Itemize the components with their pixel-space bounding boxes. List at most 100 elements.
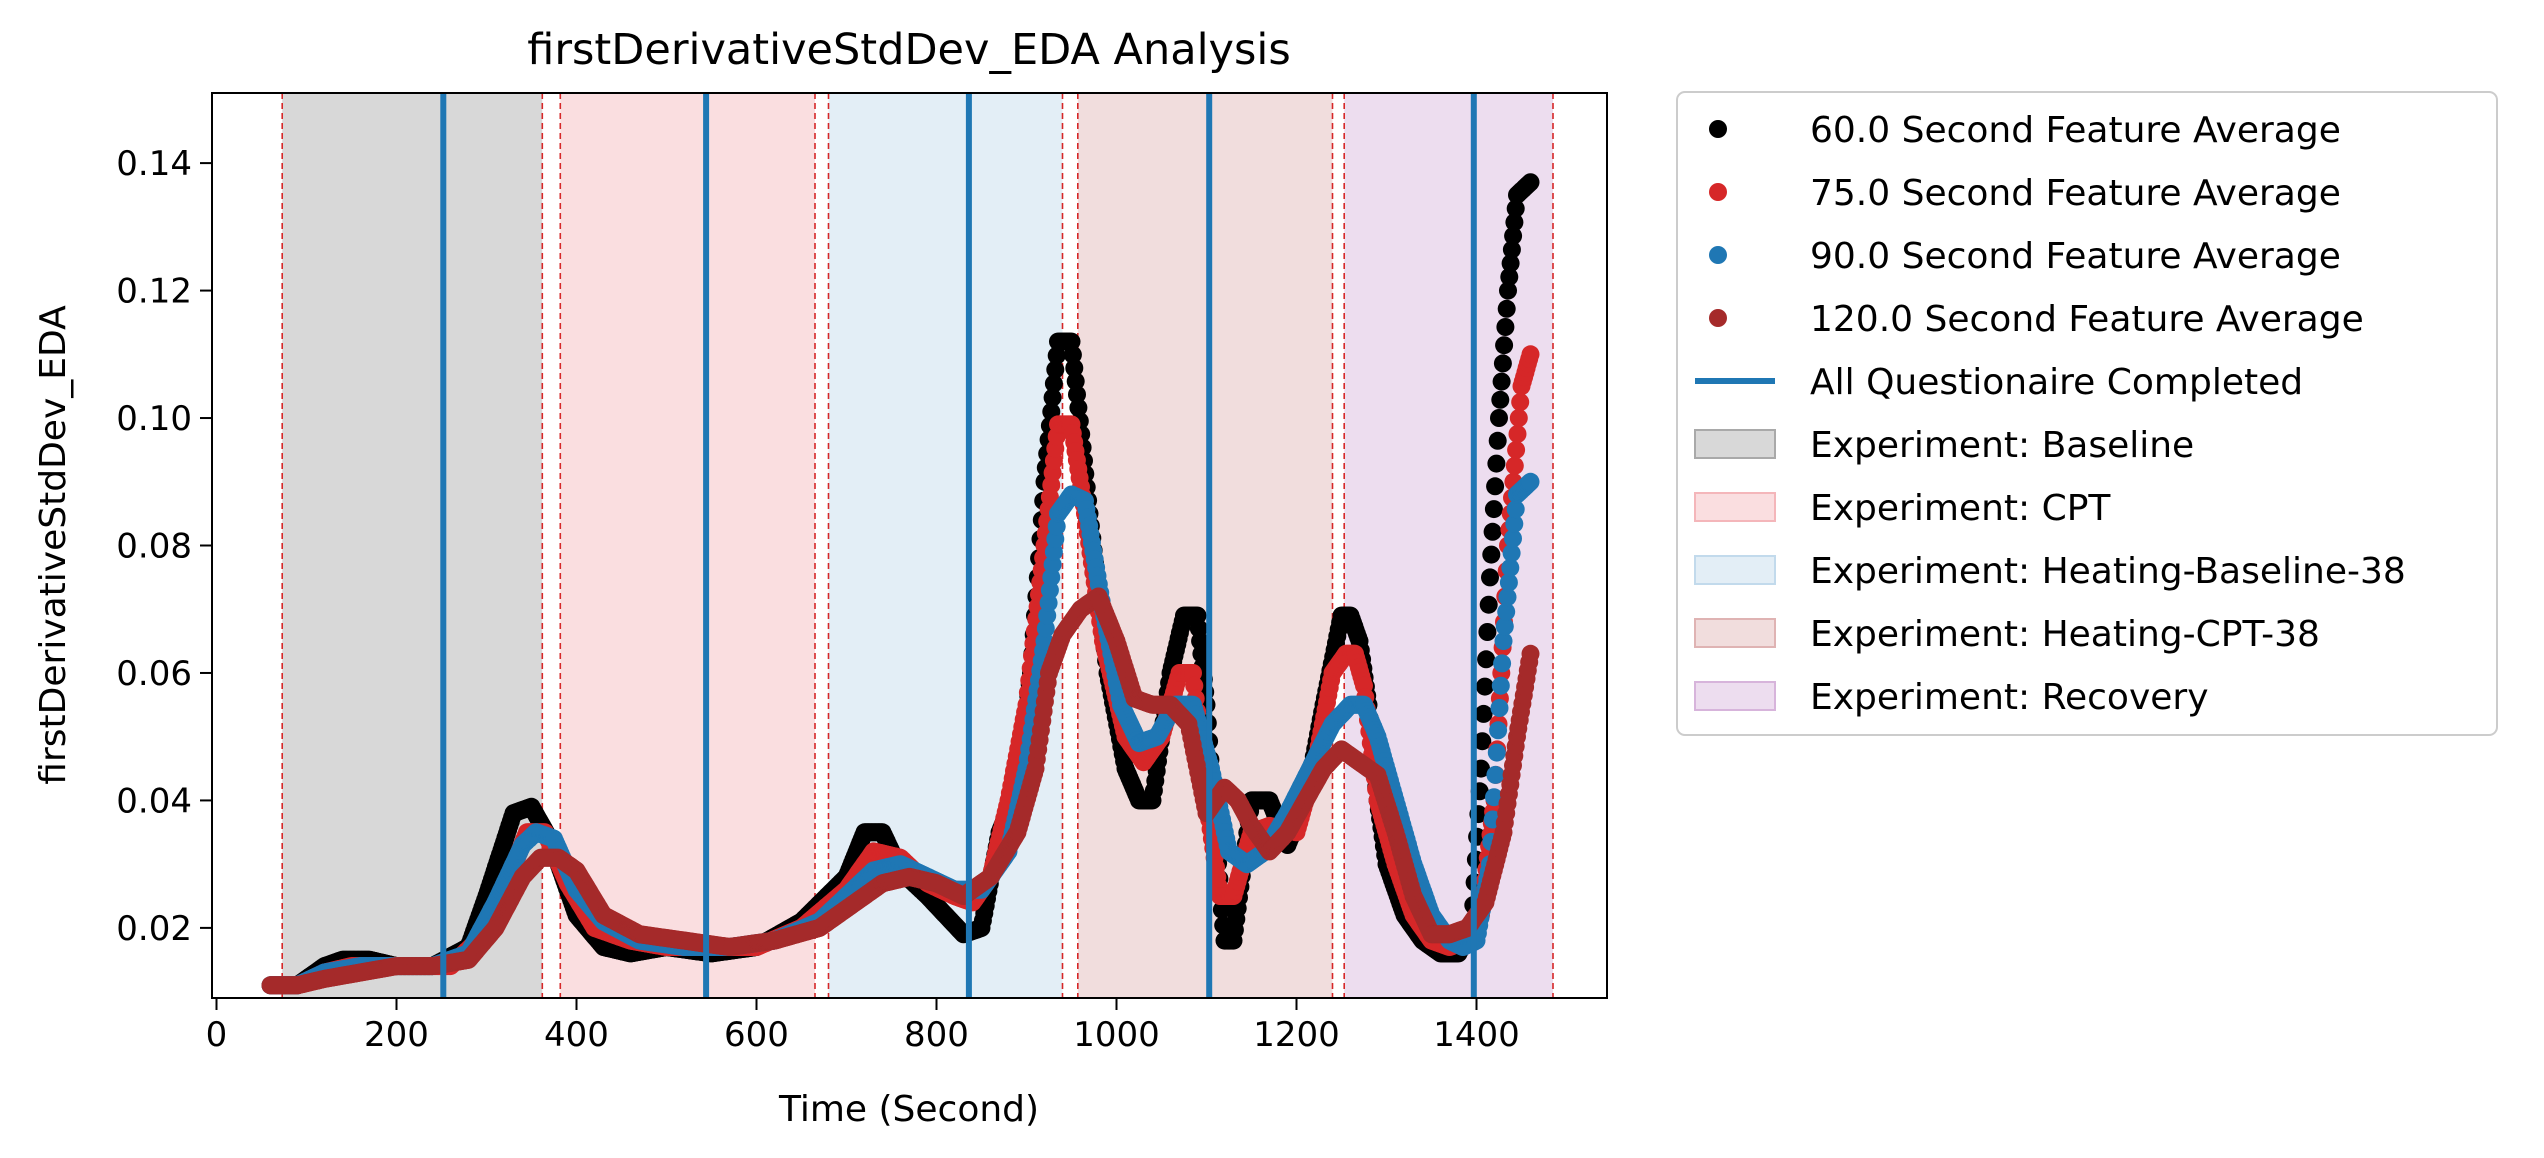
- series-group: [261, 587, 1540, 995]
- data-point: [1499, 573, 1518, 592]
- chart-title: firstDerivativeStdDev_EDA Analysis: [527, 25, 1290, 75]
- data-point: [1494, 632, 1513, 651]
- data-point: [1508, 425, 1527, 443]
- x-tick-label: 200: [364, 1015, 429, 1055]
- data-point: [1502, 544, 1521, 563]
- legend-entry-label: Experiment: CPT: [1810, 488, 2111, 529]
- legend-frame: [1676, 91, 2498, 736]
- legend-entry-label: Experiment: Baseline: [1810, 425, 2194, 466]
- y-tick-label: 0.12: [116, 272, 192, 312]
- data-point: [1490, 699, 1509, 717]
- data-point: [1504, 529, 1522, 548]
- y-axis-ticks: 0.02 0.04 0.06 0.08 0.10 0.12 0.14: [116, 144, 212, 949]
- data-point: [1493, 654, 1512, 673]
- legend-marker-dot: [1709, 183, 1727, 201]
- data-point: [1065, 359, 1084, 377]
- y-tick-label: 0.02: [116, 909, 192, 949]
- data-point: [1507, 440, 1526, 459]
- data-point: [1509, 409, 1528, 427]
- x-tick-label: 800: [904, 1015, 969, 1055]
- data-point: [1485, 788, 1503, 807]
- data-point: [1521, 345, 1540, 364]
- y-tick-label: 0.14: [116, 144, 192, 184]
- y-tick-label: 0.08: [116, 527, 192, 567]
- data-point: [1491, 390, 1510, 409]
- phase-span: [560, 93, 815, 998]
- data-point: [1521, 644, 1540, 663]
- legend: 60.0 Second Feature Average 75.0 Second F…: [1676, 91, 2498, 736]
- data-point: [1506, 500, 1525, 519]
- phase-span: [1077, 93, 1333, 998]
- x-axis-ticks: 0 200 400 600 800 1000 1200 1400: [206, 998, 1520, 1055]
- legend-entry-label: 120.0 Second Feature Average: [1810, 299, 2364, 340]
- data-point: [1495, 617, 1514, 636]
- data-point: [1069, 398, 1088, 417]
- data-point: [1474, 704, 1493, 723]
- data-point: [1500, 267, 1519, 286]
- legend-marker-dot: [1709, 120, 1727, 138]
- data-point: [1478, 623, 1497, 641]
- data-point: [1505, 514, 1524, 533]
- legend-marker-patch: [1694, 429, 1776, 459]
- data-point: [1046, 360, 1065, 379]
- phase-span: [1344, 93, 1553, 998]
- legend-entry-label: Experiment: Heating-CPT-38: [1810, 614, 2320, 655]
- data-point: [1492, 372, 1511, 391]
- data-point: [1496, 318, 1515, 336]
- questionnaire-lines: [440, 93, 1477, 998]
- phase-boundaries: [281, 93, 1554, 998]
- data-point: [1499, 281, 1517, 300]
- data-point: [1484, 500, 1503, 519]
- data-point: [1068, 385, 1086, 404]
- data-point: [1066, 372, 1085, 391]
- x-tick-label: 0: [206, 1015, 228, 1055]
- data-point: [1487, 743, 1506, 762]
- data-point: [1212, 900, 1231, 919]
- data-point: [1501, 254, 1520, 273]
- data-point: [1490, 409, 1508, 427]
- data-point: [1482, 545, 1501, 564]
- y-tick-label: 0.06: [116, 654, 192, 694]
- data-point: [1497, 602, 1516, 621]
- data-point: [1521, 472, 1540, 491]
- data-series: [261, 173, 1540, 995]
- legend-entry-label: All Questionaire Completed: [1810, 362, 2303, 403]
- data-point: [1477, 650, 1496, 669]
- data-point: [1493, 354, 1512, 373]
- data-point: [1505, 456, 1524, 475]
- data-point: [1047, 346, 1066, 365]
- data-point: [1483, 522, 1502, 541]
- data-point: [1505, 213, 1524, 232]
- data-point: [1501, 558, 1520, 577]
- data-point: [1481, 568, 1499, 587]
- x-tick-label: 600: [724, 1015, 789, 1055]
- data-point: [1511, 393, 1530, 412]
- data-point: [1486, 477, 1505, 496]
- legend-marker-dot: [1709, 309, 1727, 327]
- data-point: [1487, 454, 1506, 473]
- legend-entry-label: Experiment: Recovery: [1810, 677, 2209, 718]
- data-point: [1521, 173, 1540, 192]
- legend-marker-dot: [1709, 246, 1727, 264]
- legend-marker-patch: [1694, 618, 1776, 648]
- data-point: [1491, 676, 1510, 695]
- data-point: [1062, 332, 1081, 351]
- data-point: [1502, 240, 1521, 259]
- data-point: [1506, 199, 1525, 218]
- data-point: [1497, 299, 1516, 318]
- y-axis-label: firstDerivativeStdDev_EDA: [33, 305, 74, 785]
- x-tick-label: 1400: [1433, 1015, 1520, 1055]
- y-tick-label: 0.04: [116, 781, 192, 821]
- x-tick-label: 1200: [1253, 1015, 1340, 1055]
- data-point: [1486, 765, 1505, 784]
- data-point: [1498, 588, 1517, 607]
- data-point: [1488, 431, 1507, 450]
- data-point: [1473, 732, 1492, 751]
- data-point: [1475, 677, 1494, 696]
- x-axis-label: Time (Second): [778, 1089, 1039, 1130]
- legend-entry-label: 60.0 Second Feature Average: [1810, 110, 2341, 151]
- legend-marker-patch: [1694, 555, 1776, 585]
- data-point: [1063, 345, 1082, 364]
- data-point: [1044, 374, 1063, 393]
